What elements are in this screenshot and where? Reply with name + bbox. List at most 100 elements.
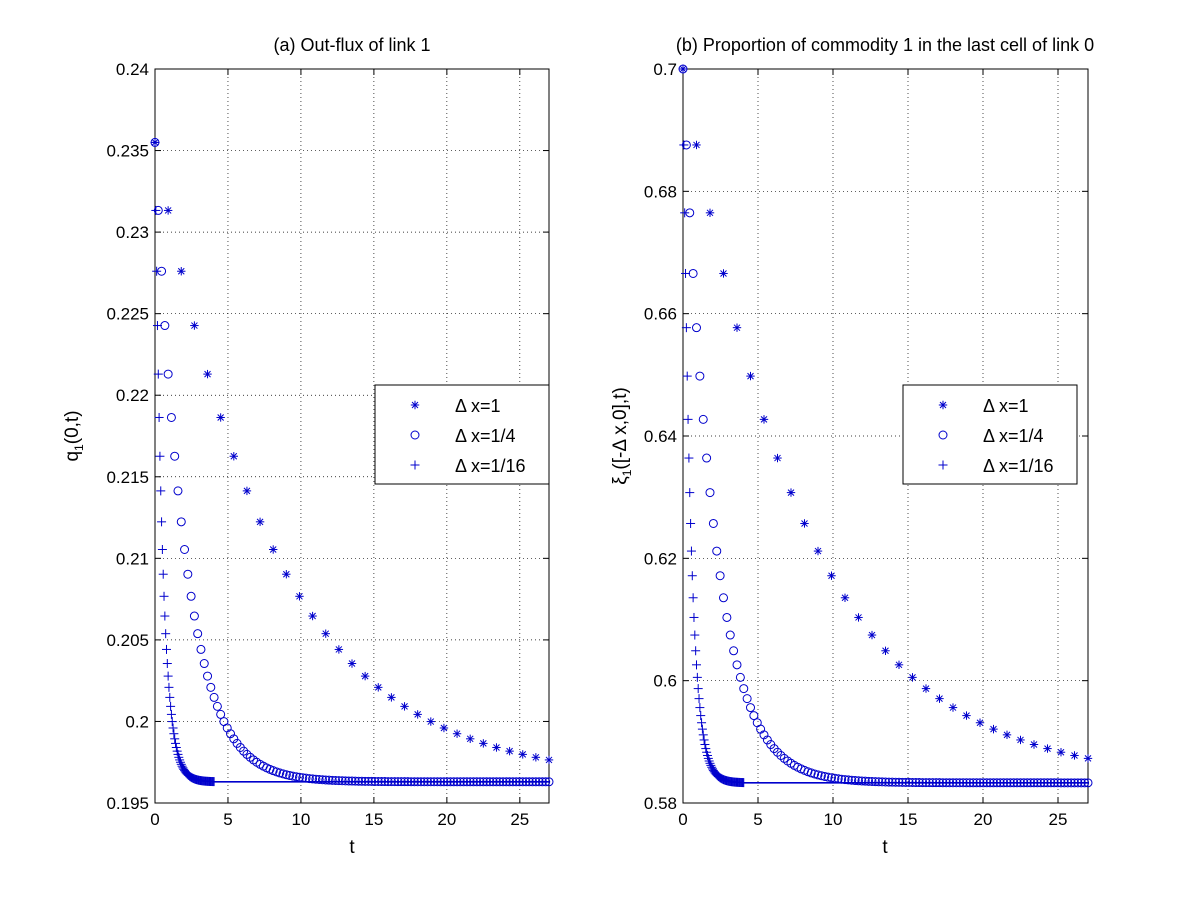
legend-marker-3 <box>938 460 948 470</box>
chart-b-legend-markers <box>938 400 948 470</box>
data-point <box>175 755 185 765</box>
x-tick-label: 10 <box>291 810 310 829</box>
data-point <box>387 693 396 702</box>
data-point <box>492 743 501 752</box>
y-tick-label: 0.23 <box>116 223 149 242</box>
data-point <box>175 757 185 767</box>
x-tick-label: 10 <box>824 810 843 829</box>
data-point <box>894 660 904 670</box>
data-point <box>157 517 167 527</box>
data-point <box>196 644 206 654</box>
data-point <box>962 711 971 720</box>
data-point <box>735 672 745 682</box>
data-point <box>544 755 554 765</box>
data-point <box>308 611 317 621</box>
data-point <box>688 593 698 603</box>
data-point <box>683 414 693 424</box>
data-point <box>706 760 716 770</box>
chart-a-legend-symbol-2: Δ <box>455 426 467 446</box>
y-tick-label: 0.66 <box>644 305 677 324</box>
data-point <box>166 709 176 719</box>
data-point <box>167 717 177 727</box>
data-point <box>867 777 877 787</box>
legend-marker-1 <box>410 400 420 410</box>
data-point <box>773 453 782 463</box>
chart-a-legend-label-2: x=1/4 <box>471 426 516 446</box>
chart-a-legend-label-1: x=1 <box>471 396 501 416</box>
data-point <box>729 646 739 656</box>
data-point <box>759 730 769 740</box>
y-tick-label: 0.22 <box>116 386 149 405</box>
data-point <box>759 415 769 424</box>
data-point <box>360 671 370 681</box>
data-point <box>324 775 334 785</box>
data-point <box>732 323 742 332</box>
data-point <box>189 611 199 621</box>
data-point <box>285 770 295 780</box>
data-point <box>374 683 383 692</box>
data-point <box>340 776 350 786</box>
data-point <box>921 684 931 693</box>
data-point <box>344 776 354 786</box>
data-point <box>190 321 199 330</box>
data-point <box>877 777 887 787</box>
data-point <box>1043 744 1052 753</box>
chart-b-legend-symbol-1: Δ <box>983 396 995 416</box>
data-point <box>163 206 173 215</box>
chart-a-grid <box>155 69 549 803</box>
data-point <box>725 630 735 640</box>
data-point <box>684 453 694 463</box>
data-point <box>746 703 755 713</box>
chart-a-legend-symbol-1: Δ <box>455 396 467 416</box>
chart-a-legend-symbol-3: Δ <box>455 456 467 476</box>
y-tick-label: 0.64 <box>644 427 677 446</box>
data-point <box>426 717 435 726</box>
data-point <box>810 769 820 779</box>
data-point <box>708 518 718 528</box>
data-point <box>1002 730 1012 740</box>
data-point <box>531 753 541 762</box>
data-point <box>948 703 958 712</box>
series-3 <box>678 64 1088 788</box>
y-tick-label: 0.58 <box>644 794 677 813</box>
data-point <box>813 546 823 556</box>
data-point <box>693 684 703 694</box>
data-point <box>840 593 850 602</box>
y-tick-label: 0.7 <box>653 60 677 79</box>
data-point <box>1070 751 1079 760</box>
y-tick-label: 0.215 <box>106 468 149 487</box>
data-point <box>881 777 890 787</box>
legend-marker-1 <box>938 400 948 410</box>
data-point <box>291 772 301 782</box>
data-point <box>308 774 318 784</box>
data-point <box>719 593 728 603</box>
data-point <box>854 776 863 786</box>
chart-b-legend-label-1: x=1 <box>999 396 1029 416</box>
y-tick-label: 0.195 <box>106 794 149 813</box>
data-point <box>242 486 252 496</box>
chart-b: (b) Proportion of commodity 1 in the las… <box>610 35 1094 858</box>
y-tick-label: 0.62 <box>644 549 677 568</box>
data-point <box>171 742 181 752</box>
data-point <box>158 569 168 579</box>
data-point <box>327 775 337 785</box>
data-point <box>685 488 695 498</box>
data-point <box>746 371 755 381</box>
data-point <box>295 592 304 601</box>
data-point <box>314 774 324 784</box>
data-point <box>681 323 691 333</box>
data-point <box>698 414 708 424</box>
data-point <box>216 709 226 719</box>
data-point <box>170 734 180 744</box>
data-point <box>209 692 219 702</box>
data-point <box>686 546 696 556</box>
data-point <box>239 746 249 756</box>
data-point <box>867 630 877 640</box>
data-point <box>692 323 701 333</box>
data-point <box>153 369 163 379</box>
data-point <box>155 451 165 461</box>
data-point <box>288 771 298 781</box>
series-1 <box>150 138 554 765</box>
chart-b-legend-label-3: x=1/16 <box>999 456 1054 476</box>
chart-b-points <box>678 64 1093 788</box>
